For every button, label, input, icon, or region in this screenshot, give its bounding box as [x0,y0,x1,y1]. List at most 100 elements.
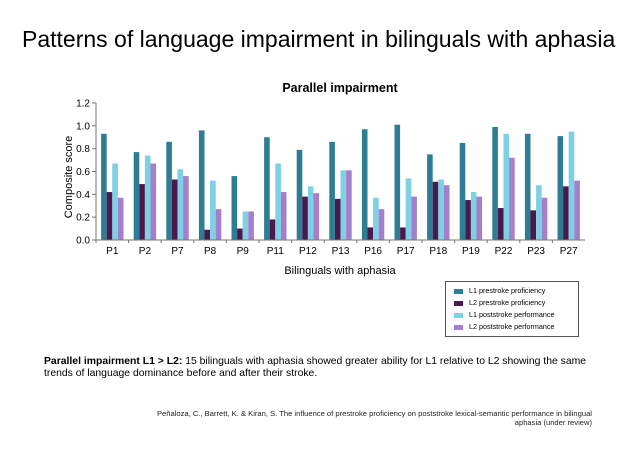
x-tick-label: P17 [397,246,415,257]
legend-label: L1 prestroke proficiency [469,286,546,295]
bar-p12-series-3 [313,193,320,240]
x-tick-label: P7 [171,246,184,257]
bar-p23-series-0 [524,133,531,240]
bar-p22-series-3 [509,157,515,240]
bar-p8-series-3 [215,209,222,240]
bar-p1-series-0 [101,133,107,240]
y-tick-label: 0.4 [76,190,90,201]
bar-p11-series-3 [280,192,287,240]
bar-p22-series-2 [503,133,510,240]
x-tick-label: P12 [299,246,317,257]
x-tick-label: P11 [267,246,284,257]
legend-label: L2 prestroke proficiency [469,298,546,307]
bar-p12-series-2 [307,186,314,240]
bar-p18-series-2 [438,179,444,240]
bar-p16-series-2 [373,197,379,240]
bar-p18-series-0 [427,154,433,240]
x-tick-label: P22 [495,246,513,257]
bar-p19-series-1 [465,200,471,240]
bar-p9-series-3 [248,211,254,240]
caption-text: 15 bilinguals with aphasia showed greate… [44,356,587,379]
bar-p8-series-1 [204,229,211,240]
bar-p16-series-0 [361,129,368,240]
x-tick-label: P23 [527,246,545,257]
bar-p22-series-1 [497,208,504,240]
bar-p16-series-3 [378,209,385,240]
bar-p18-series-3 [443,185,450,240]
bar-p22-series-0 [492,126,498,240]
legend-swatch-l1-prestroke [454,288,463,294]
bar-p18-series-1 [432,181,439,240]
legend-item-l1-prestroke: L1 prestroke proficiency [454,286,545,295]
bar-p8-series-0 [198,130,205,240]
bar-p7-series-0 [166,141,172,240]
bar-p13-series-2 [340,170,347,240]
bar-p17-series-0 [394,124,401,240]
y-tick-label: 1.0 [76,121,90,132]
bar-p17-series-3 [411,196,417,240]
bar-p27-series-2 [568,131,575,240]
citation: Peñaloza, C., Barrett, K. & Kiran, S. Th… [156,409,592,427]
bar-p19-series-2 [470,192,477,240]
bar-p2-series-2 [144,155,151,240]
legend-label: L2 poststroke performance [469,322,555,331]
bar-p2-series-1 [139,184,145,240]
y-tick-label: 0.2 [76,213,90,224]
legend-item-l2-poststroke: L2 poststroke performance [454,322,555,331]
legend-item-l1-poststroke: L1 poststroke performance [454,310,555,319]
x-tick-label: P1 [106,246,119,257]
y-tick-label: 0.0 [76,236,90,247]
x-tick-label: P8 [204,246,217,257]
bar-p11-series-0 [264,137,270,240]
bar-p8-series-2 [210,180,216,240]
bar-p16-series-1 [367,227,374,240]
y-axis-label: Composite score [63,136,75,219]
caption-bold: Parallel impairment L1 > L2: [44,356,183,367]
x-tick-label: P27 [560,246,578,257]
bar-p1-series-1 [106,192,113,240]
chart-title: Parallel impairment [282,81,398,95]
bar-p7-series-1 [171,179,178,240]
x-tick-label: P18 [429,246,447,257]
x-tick-label: P2 [139,246,152,257]
bar-p23-series-2 [536,185,542,240]
bar-p13-series-0 [329,141,335,240]
bar-p17-series-2 [405,178,412,240]
y-tick-label: 0.8 [76,144,90,155]
bar-p2-series-0 [133,152,140,240]
bar-p13-series-3 [346,170,352,240]
caption: Parallel impairment L1 > L2: 15 bilingua… [44,356,599,380]
legend-swatch-l2-prestroke [454,300,463,306]
x-tick-label: P13 [332,246,350,257]
bar-p2-series-3 [150,163,157,240]
x-axis-label: Bilinguals with aphasia [284,265,396,277]
bar-p1-series-2 [112,163,118,240]
bar-p27-series-0 [557,136,564,240]
bar-p1-series-3 [117,197,124,240]
bar-p9-series-1 [237,228,243,240]
bar-p7-series-2 [177,169,184,240]
legend-swatch-l1-poststroke [454,312,463,318]
bar-chart: Parallel impairment Composite score Bili… [63,81,585,277]
chart-legend: L1 prestroke proficiency L2 prestroke pr… [445,281,579,337]
legend-item-l2-prestroke: L2 prestroke proficiency [454,298,545,307]
bar-p11-series-2 [275,163,281,240]
slide-title: Patterns of language impairment in bilin… [22,26,616,52]
x-tick-label: P16 [364,246,382,257]
x-tick-label: P19 [462,246,480,257]
bar-p9-series-0 [231,176,238,240]
y-tick-label: 1.2 [76,99,90,110]
bar-p23-series-3 [541,197,548,240]
legend-swatch-l2-poststroke [454,324,463,330]
bar-p13-series-1 [334,198,341,240]
bar-p11-series-1 [269,219,276,240]
bar-p9-series-2 [242,211,249,240]
bar-p19-series-3 [476,196,483,240]
bar-p12-series-0 [296,149,303,240]
bar-p7-series-3 [183,176,189,240]
bar-p12-series-1 [302,196,308,240]
x-tick-label: P9 [237,246,250,257]
bar-p27-series-1 [563,186,569,240]
bar-p17-series-1 [400,227,406,240]
bar-p23-series-1 [530,210,537,240]
